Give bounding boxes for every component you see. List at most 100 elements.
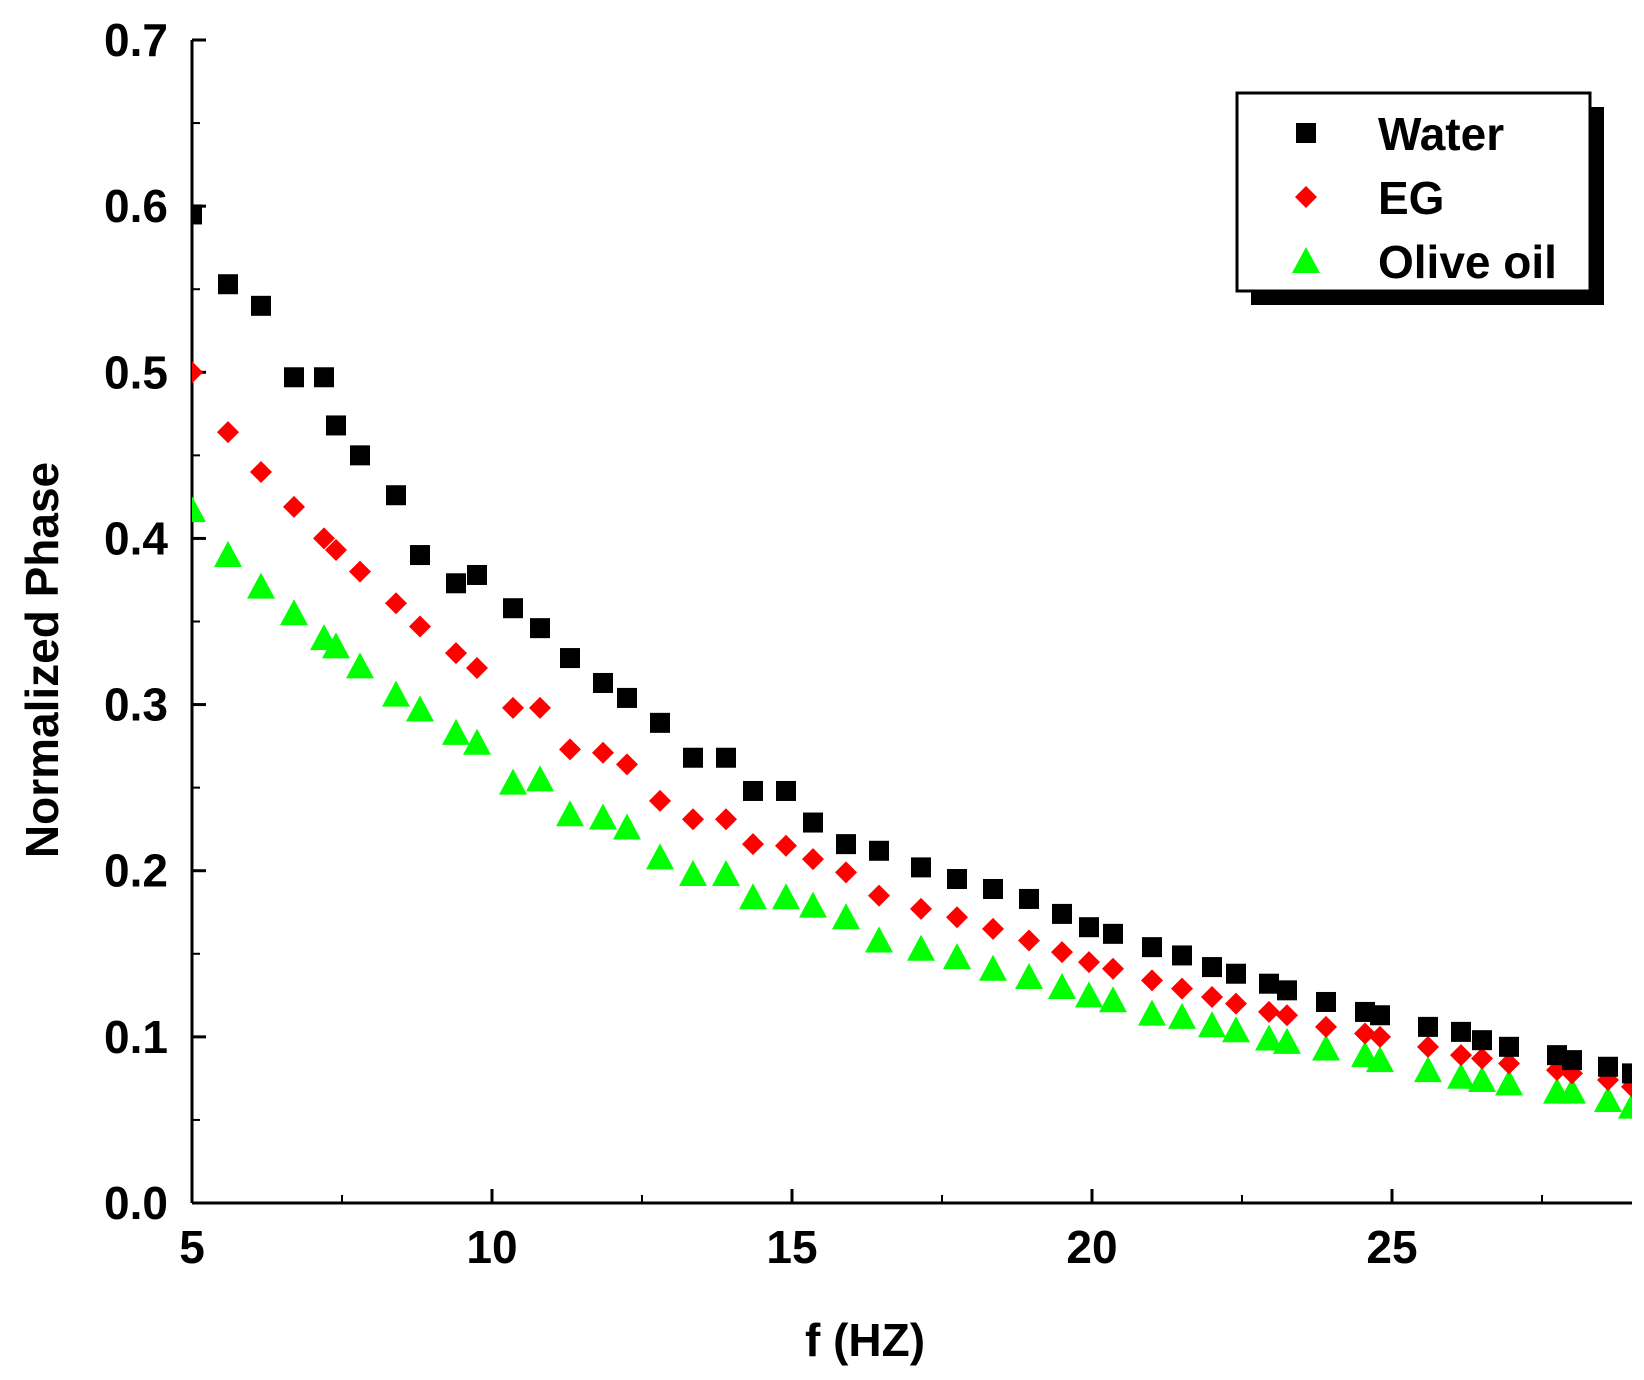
data-point-eg [802,848,824,871]
data-point-olive-oil [1075,981,1103,1008]
data-point-water [530,618,550,639]
data-point-eg [466,657,488,680]
data-point-eg [682,808,704,831]
data-point-eg [385,592,407,615]
data-point-olive-oil [346,652,374,679]
data-point-eg [283,495,305,518]
data-point-water [1202,957,1222,978]
data-point-eg [250,460,272,483]
data-point-water [869,840,889,861]
data-point-water [650,712,670,733]
data-point-eg [1498,1052,1520,1075]
y-tick-label: 0.2 [104,845,168,897]
data-point-eg [1315,1015,1337,1038]
data-point-olive-oil [1273,1027,1301,1054]
data-point-water [284,367,304,388]
data-point-olive-oil [1312,1034,1340,1061]
data-point-eg [715,808,737,831]
data-point-water [218,274,238,295]
data-point-water [1598,1056,1618,1077]
data-point-olive-oil [322,632,350,659]
data-point-eg [616,753,638,776]
data-point-olive-oil [1414,1056,1442,1083]
data-point-olive-oil [382,680,410,707]
data-point-olive-oil [646,843,674,870]
data-point-eg [217,421,239,444]
data-point-eg [409,615,431,638]
legend-label: Olive oil [1378,236,1557,288]
data-point-water [1172,945,1192,966]
data-point-water [1418,1016,1438,1037]
data-point-water [326,415,346,436]
data-point-eg [313,527,335,550]
legend: Water EG Olive oil [1235,91,1604,305]
data-point-water [446,573,466,594]
data-point-water [716,747,736,768]
x-axis-title: f (HZ) [805,1314,925,1366]
data-point-water [1316,991,1336,1012]
data-point-water [1499,1036,1519,1057]
data-point-water [593,672,613,693]
data-point-olive-oil [499,768,527,795]
x-tick-label: 15 [766,1221,817,1273]
data-point-olive-oil [1594,1085,1622,1112]
data-point-water [192,204,202,225]
data-point-eg [649,789,671,812]
data-point-olive-oil [247,572,275,599]
data-point-olive-oil [1015,963,1043,990]
data-point-olive-oil [772,883,800,910]
data-point-eg [192,361,203,384]
data-point-olive-oil [1468,1066,1496,1093]
x-tick-label: 5 [179,1221,205,1273]
data-point-eg [1450,1044,1472,1067]
data-point-eg [529,696,551,719]
data-point-olive-oil [979,954,1007,981]
data-point-water [1079,917,1099,938]
data-point-water [350,445,370,466]
data-point-eg [1369,1025,1391,1048]
x-tick-label: 20 [1066,1221,1117,1273]
data-point-eg [1051,941,1073,964]
data-point-olive-oil [280,599,308,626]
series-olive-oil [192,496,1632,1119]
data-point-eg [1102,957,1124,980]
data-point-water [386,485,406,506]
y-tick-label: 0.0 [104,1177,168,1229]
legend-label: Water [1378,108,1504,160]
data-point-olive-oil [589,803,617,830]
data-point-water [1142,937,1162,958]
data-point-olive-oil [463,728,491,755]
data-point-water [1226,963,1246,984]
data-point-water [1019,888,1039,909]
data-point-water [410,545,430,566]
data-point-water [1277,980,1297,1001]
data-point-olive-oil [832,903,860,930]
data-point-water [743,780,763,801]
data-point-olive-oil [1198,1011,1226,1038]
data-point-eg [1417,1035,1439,1058]
data-point-olive-oil [613,813,641,840]
data-point-eg [1201,985,1223,1008]
data-point-olive-oil [1495,1069,1523,1096]
data-point-olive-oil [1168,1002,1196,1029]
legend-marker-eg [1295,186,1317,208]
y-axis-title: Normalized Phase [16,462,68,858]
data-point-water [1259,973,1279,994]
data-point-water [1370,1005,1390,1026]
data-point-olive-oil [739,883,767,910]
data-point-olive-oil [556,800,584,827]
data-point-water [983,878,1003,899]
y-tick-label: 0.3 [104,679,168,731]
data-point-eg [1471,1047,1493,1070]
data-point-olive-oil [192,496,206,523]
data-point-water [1472,1030,1492,1051]
x-tick-label: 10 [466,1221,517,1273]
data-point-water [1622,1063,1632,1084]
data-point-water [314,367,334,388]
series-eg [192,361,1632,1098]
data-point-water [836,834,856,855]
data-point-water [1103,923,1123,944]
data-point-olive-oil [1351,1041,1379,1068]
series-water [192,204,1632,1084]
legend-label: EG [1378,172,1444,224]
